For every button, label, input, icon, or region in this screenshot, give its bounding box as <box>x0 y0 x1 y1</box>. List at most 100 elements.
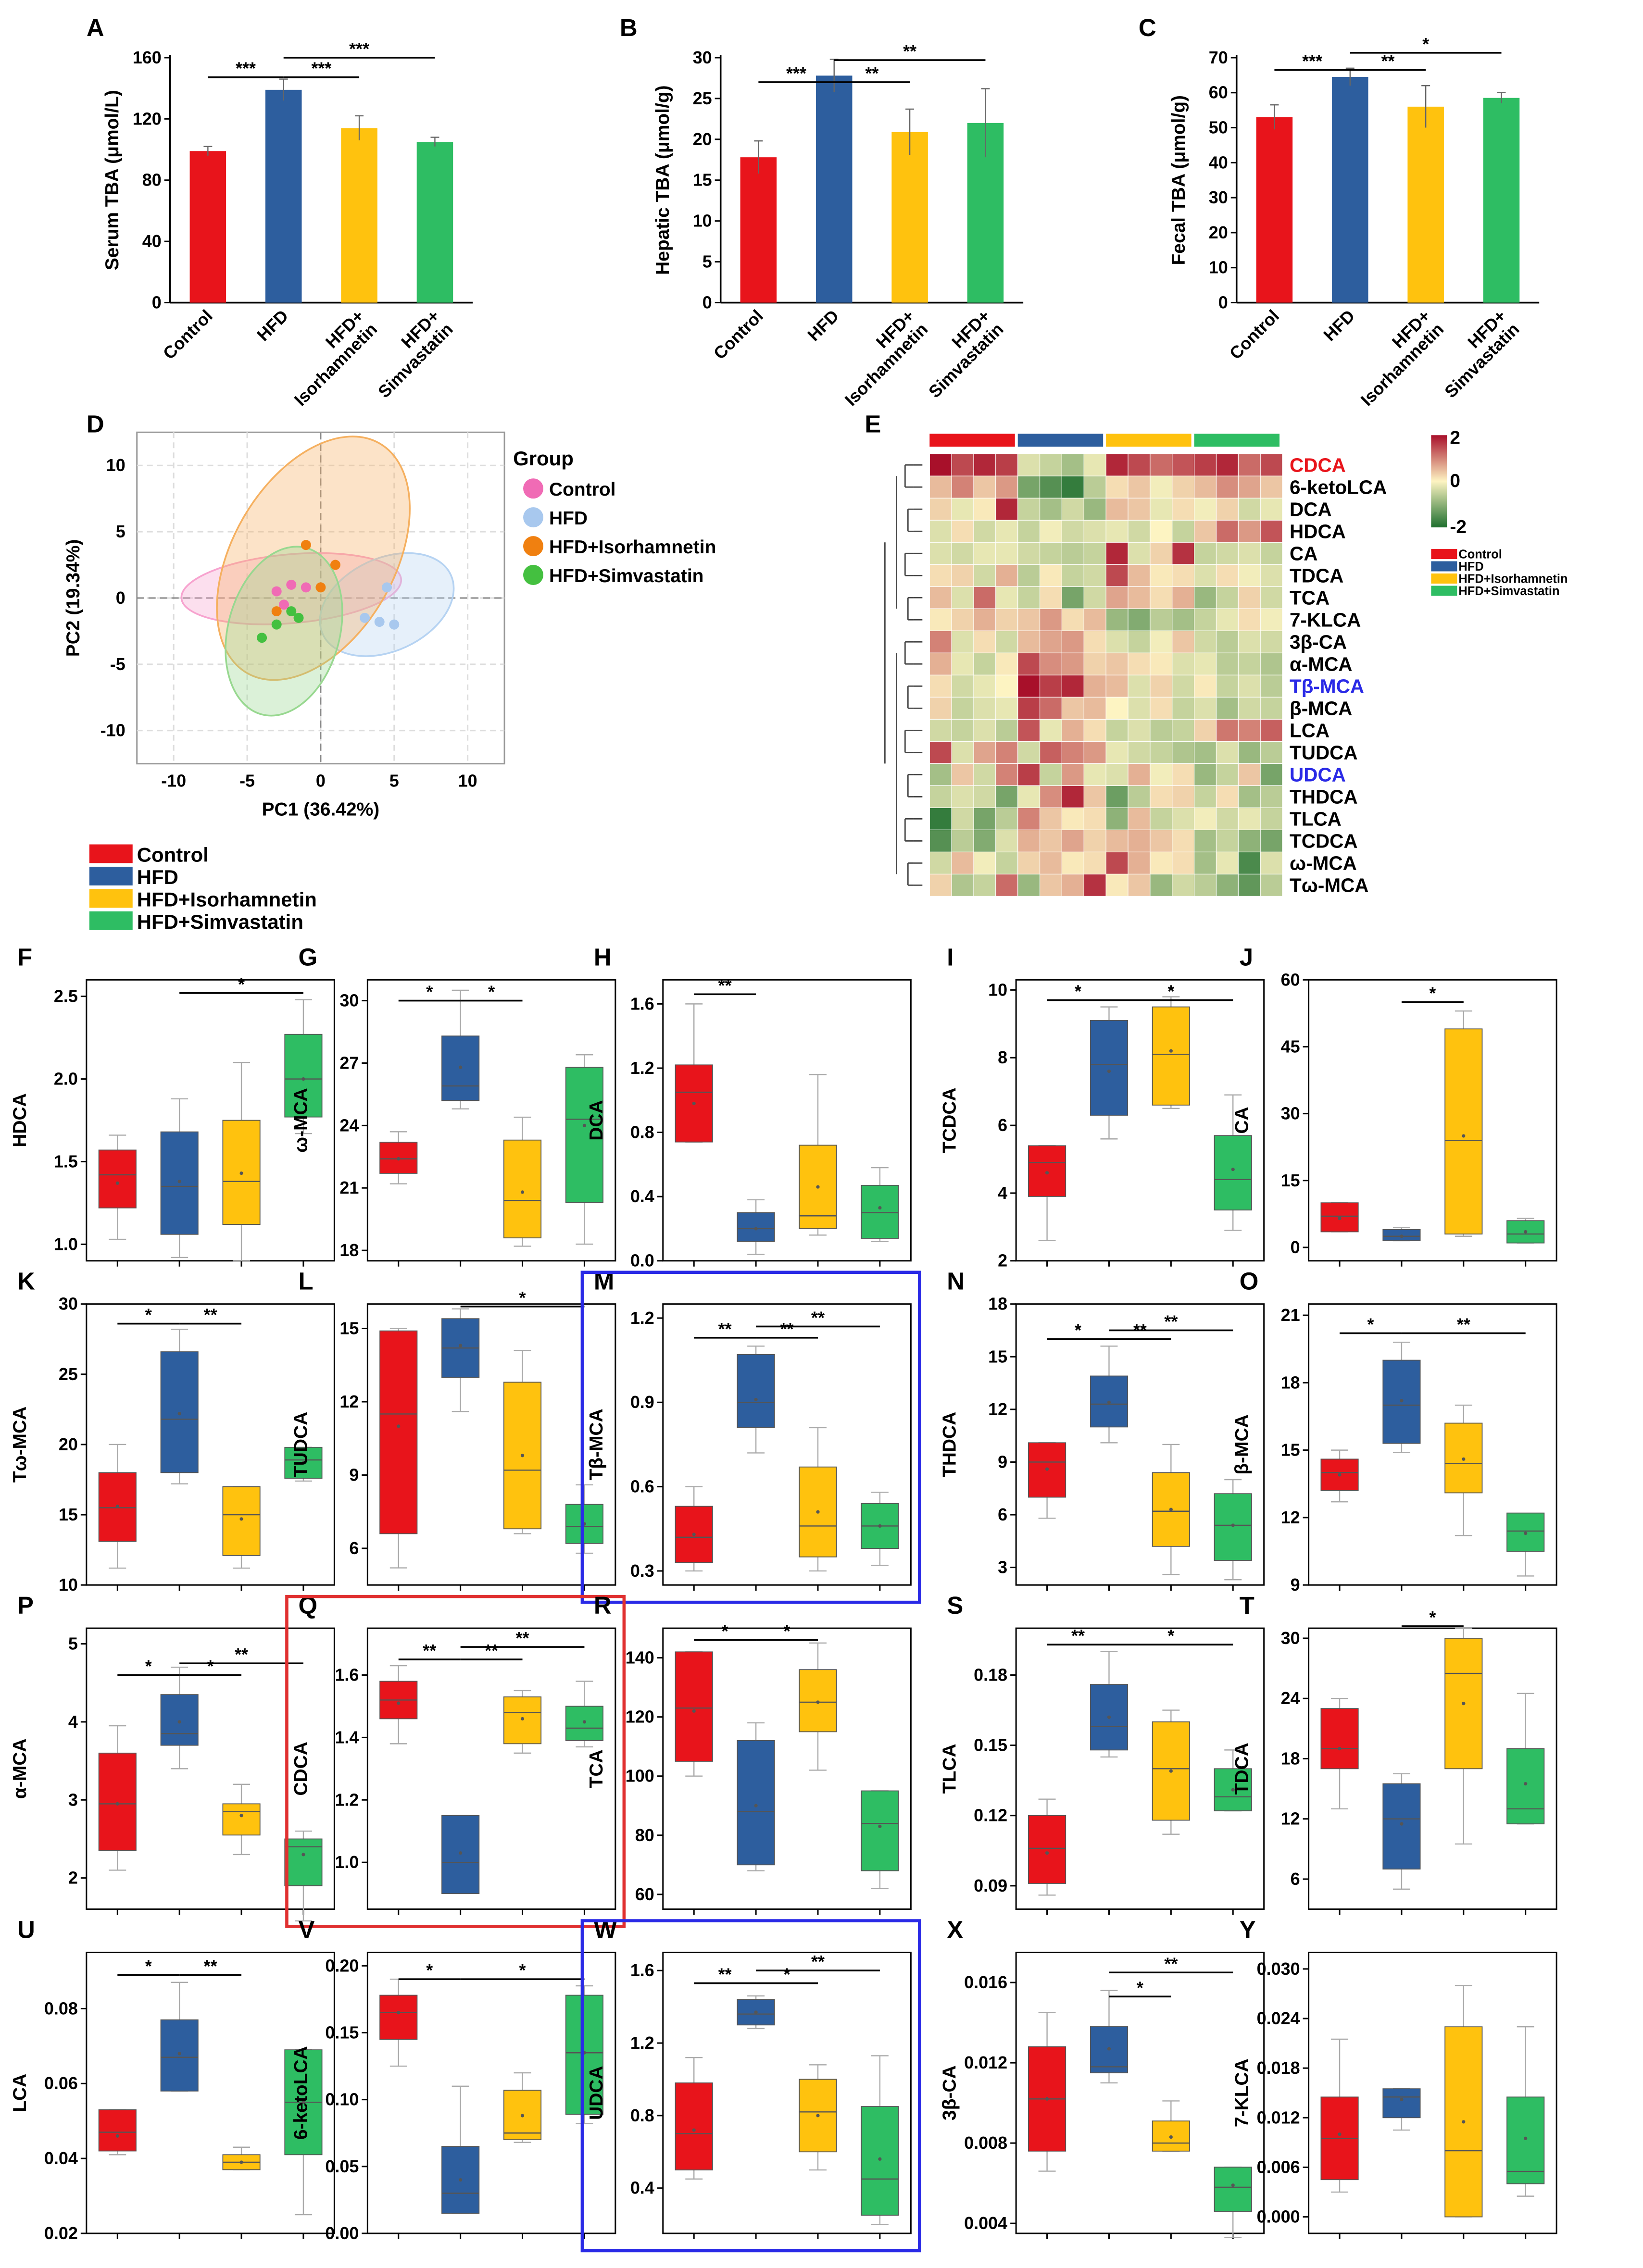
sig-label: * <box>1429 984 1436 1003</box>
y-tick-label: 60 <box>635 1884 654 1904</box>
y-tick-label: 0 <box>702 293 712 312</box>
mean-point <box>1107 2047 1111 2051</box>
x-tick-label: HFD <box>803 306 842 345</box>
heatmap-cell <box>1083 542 1106 565</box>
heatmap-cell <box>1061 498 1084 521</box>
y-tick-label: 12 <box>1281 1809 1300 1829</box>
mean-point <box>816 1185 820 1189</box>
heatmap-cell <box>1172 652 1195 675</box>
heatmap-cell <box>951 807 974 831</box>
sig-label: * <box>1075 1321 1081 1340</box>
y-tick-label: 0.012 <box>964 2053 1007 2072</box>
heatmap-cell <box>1172 873 1195 897</box>
heatmap-cell <box>1216 453 1239 476</box>
heatmap-cell <box>1194 475 1217 498</box>
heatmap-cell <box>1017 807 1041 831</box>
mean-point <box>1231 2183 1235 2187</box>
legend-marker <box>523 565 544 586</box>
heatmap-cell <box>1061 453 1084 476</box>
sig-label: ** <box>204 1305 217 1325</box>
panel-letter: V <box>298 1916 314 1944</box>
y-axis-label: UDCA <box>586 2066 607 2120</box>
bar <box>265 89 302 303</box>
plot-frame <box>1308 1627 1557 1910</box>
color-scale-label: 0 <box>1450 471 1460 491</box>
y-tick-label: 1.0 <box>335 1852 359 1872</box>
heatmap-cell <box>1216 475 1239 498</box>
heatmap-cell <box>1083 586 1106 609</box>
y-tick-label: 6 <box>349 1538 359 1558</box>
panel-letter: P <box>17 1592 34 1619</box>
heatmap-cell <box>1105 498 1129 521</box>
heatmap-cell <box>1150 674 1173 698</box>
x-tick-label-line: HFD <box>1319 306 1358 345</box>
plot-frame <box>1015 979 1265 1262</box>
heatmap-cell <box>1194 785 1217 808</box>
box <box>1152 1006 1190 1106</box>
heatmap-cell <box>1238 520 1261 543</box>
heatmap-cell <box>995 453 1018 476</box>
mean-point <box>692 1709 696 1713</box>
heatmap-cell <box>973 520 996 543</box>
heatmap-cell <box>1216 608 1239 631</box>
heatmap-cell <box>951 453 974 476</box>
group-color-bar <box>1194 434 1280 447</box>
heatmap-cell <box>1238 542 1261 565</box>
panel-letter: I <box>947 943 953 971</box>
heatmap-cell <box>1216 498 1239 521</box>
heatmap-cell <box>1216 542 1239 565</box>
y-tick-label: 2 <box>998 1251 1007 1271</box>
heatmap-cell <box>1040 652 1063 675</box>
box <box>1506 1512 1545 1552</box>
heatmap-cell <box>973 586 996 609</box>
sig-label: * <box>1167 1626 1174 1645</box>
heatmap-cell <box>1172 851 1195 875</box>
heatmap-cell <box>951 542 974 565</box>
heatmap-cell <box>1017 785 1041 808</box>
heatmap-legend-swatch <box>1431 549 1457 560</box>
heatmap-cell <box>1083 564 1106 587</box>
heatmap-cell <box>995 652 1018 675</box>
heatmap-cell <box>1238 719 1261 742</box>
panel-letter: X <box>947 1916 963 1944</box>
y-tick-label: 0.10 <box>325 2090 359 2109</box>
y-axis-label: TCA <box>586 1749 607 1788</box>
heatmap-cell <box>1216 586 1239 609</box>
heatmap-row-label: 3β-CA <box>1290 631 1347 653</box>
y-tick-label: 0.06 <box>44 2073 78 2093</box>
box <box>503 1139 542 1239</box>
heatmap-cell <box>1017 608 1041 631</box>
y-tick-label: 18 <box>1281 1372 1300 1392</box>
y-axis-label: ω-MCA <box>290 1088 311 1153</box>
mean-point <box>1400 1822 1404 1826</box>
heatmap-cell <box>1238 475 1261 498</box>
heatmap-cell <box>929 674 952 698</box>
box-panel-I: I 2 4 6 8 10 TCDCA * * <box>939 943 1265 1271</box>
heatmap-cell <box>1040 807 1063 831</box>
heatmap-row-label: TCDCA <box>1290 830 1358 852</box>
x-tick-label: HFD <box>253 306 292 345</box>
pca-point <box>271 586 282 597</box>
y-tick-label: 0.00 <box>325 2223 359 2243</box>
heatmap-cell <box>973 697 996 720</box>
heatmap-cell <box>1061 564 1084 587</box>
mean-point <box>582 1720 587 1724</box>
heatmap-cell <box>973 873 996 897</box>
mean-point <box>692 1533 696 1536</box>
y-axis-label: TDCA <box>1232 1743 1253 1794</box>
color-scale-label: -2 <box>1450 517 1467 537</box>
mean-point <box>1045 1851 1049 1855</box>
y-tick-label: 0 <box>1291 1237 1300 1257</box>
heatmap-cell <box>1194 674 1217 698</box>
x-tick-label: HFD+Isorhamnetin <box>277 306 381 410</box>
heatmap-cell <box>951 475 974 498</box>
heatmap-cell <box>1061 741 1084 764</box>
heatmap-cell <box>929 564 952 587</box>
mean-point <box>1462 2120 1466 2124</box>
heatmap-cell <box>1194 630 1217 653</box>
heatmap-cell <box>951 763 974 786</box>
heatmap-cell <box>973 652 996 675</box>
heatmap-row-label: DCA <box>1290 498 1332 520</box>
heatmap-cell <box>1150 719 1173 742</box>
